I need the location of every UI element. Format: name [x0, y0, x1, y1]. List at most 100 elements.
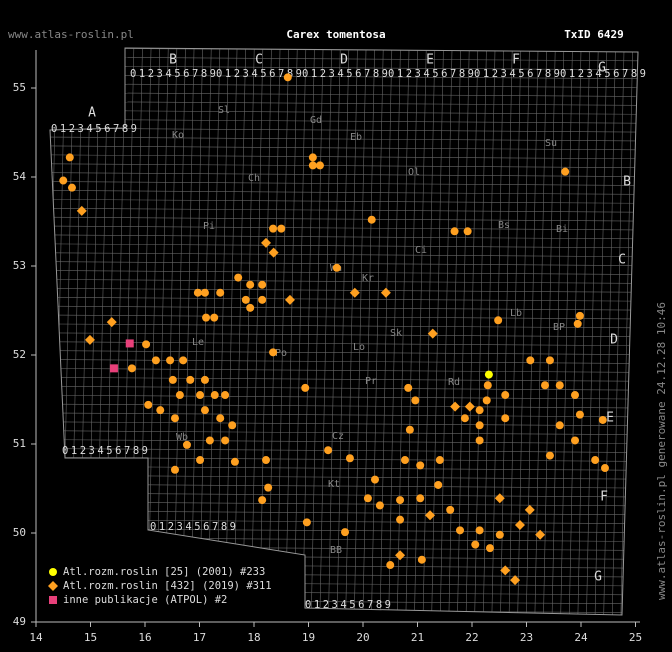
grid-cell-line: [164, 48, 178, 615]
grid-cell-line: [50, 145, 638, 151]
diamond-marker: [349, 287, 360, 298]
grid-cell-line: [534, 48, 548, 615]
grid-cell-line: [50, 359, 638, 364]
grid-cell-line: [500, 48, 513, 615]
grid-cell-line: [50, 252, 638, 258]
grid-cell-line: [345, 48, 358, 615]
grid-cell-line: [50, 439, 638, 444]
grid-cell-line: [50, 430, 638, 436]
site-label: www.atlas-roslin.pl: [8, 28, 134, 41]
grid-cell-line: [50, 199, 638, 204]
diamond-marker: [268, 247, 279, 258]
region-code: Gd: [310, 115, 322, 126]
grid-cell-line: [525, 48, 539, 615]
grid-cell-line: [276, 48, 290, 615]
circle-marker: [416, 494, 425, 503]
grid-cell-line: [50, 537, 638, 542]
circle-marker: [434, 480, 443, 489]
circle-marker: [375, 501, 384, 510]
grid-cell-line: [50, 74, 638, 79]
grid-cell-line: [50, 110, 638, 115]
grid-cell-line: [50, 296, 638, 302]
circle-marker: [575, 311, 584, 320]
region-code: Kr: [362, 273, 374, 284]
y-tick-label: 52: [13, 348, 26, 361]
grid-cell-line: [414, 48, 427, 615]
circle-marker: [460, 414, 469, 423]
diamond-marker: [84, 334, 95, 345]
taxon-id: TxID 6429: [564, 28, 624, 41]
grid-cell-line: [50, 332, 638, 338]
circle-marker: [555, 421, 564, 430]
circle-marker: [196, 456, 205, 465]
square-marker: [49, 596, 57, 604]
grid-cell-line: [50, 270, 638, 275]
region-code: BB: [330, 545, 342, 556]
grid-digits: 0123456789: [388, 68, 474, 80]
region-code: Kt: [328, 479, 340, 490]
grid-cell-line: [491, 48, 505, 615]
grid-cell-line: [233, 48, 247, 615]
grid-cell-line: [50, 243, 638, 249]
circle-marker: [205, 436, 214, 445]
grid-cell-line: [50, 421, 638, 427]
circle-marker: [405, 425, 414, 434]
circle-marker: [144, 400, 153, 409]
circle-marker: [65, 153, 74, 162]
square-marker: [125, 339, 134, 348]
diamond-marker: [260, 237, 271, 248]
grid-cell-line: [50, 216, 638, 222]
grid-cell-line: [50, 118, 638, 124]
circle-marker: [277, 224, 286, 233]
grid-cell-line: [199, 48, 212, 615]
grid-column-label: A: [88, 106, 96, 121]
circle-marker: [475, 406, 484, 415]
circle-marker: [416, 461, 425, 470]
square-marker: [109, 364, 118, 373]
x-tick-label: 16: [138, 631, 151, 644]
y-tick-label: 50: [13, 526, 26, 539]
circle-marker: [541, 381, 550, 390]
region-code: Lo: [353, 342, 365, 353]
grid-cell-line: [50, 163, 638, 168]
grid-cell-line: [207, 48, 221, 615]
region-code: Ch: [248, 173, 260, 184]
diamond-marker: [48, 581, 58, 591]
circle-marker: [475, 421, 484, 430]
y-tick-label: 49: [13, 615, 26, 628]
circle-marker: [435, 456, 444, 465]
grid-cell-line: [379, 48, 393, 615]
circle-marker: [545, 451, 554, 460]
grid-cell-line: [50, 225, 638, 231]
circle-marker: [156, 406, 165, 415]
region-code: Wb: [176, 432, 188, 443]
circle-marker: [221, 391, 230, 400]
circle-marker: [484, 370, 493, 379]
region-code: Sk: [390, 328, 402, 339]
circle-marker: [495, 530, 504, 539]
diamond-marker: [514, 519, 525, 530]
circle-marker: [363, 494, 372, 503]
circle-marker: [591, 456, 600, 465]
grid-row-label: G: [594, 570, 602, 585]
grid-cell-line: [448, 48, 462, 615]
grid-cell-line: [50, 92, 638, 97]
grid-cell-line: [50, 207, 638, 213]
diamond-marker: [425, 510, 436, 521]
legend-label: inne publikacje (ATPOL) #2: [63, 594, 227, 606]
region-code: Ci: [415, 245, 427, 256]
grid-cell-line: [50, 279, 638, 284]
circle-marker: [575, 410, 584, 419]
circle-marker: [216, 414, 225, 423]
grid-cell-line: [50, 385, 638, 391]
circle-marker: [308, 161, 317, 170]
grid-cell-line: [457, 48, 470, 615]
grid-cell-line: [50, 314, 638, 320]
y-tick-label: 51: [13, 437, 26, 450]
grid-cell-line: [50, 56, 638, 62]
circle-marker: [269, 224, 278, 233]
grid-cell-line: [156, 48, 169, 615]
grid-cell-line: [465, 48, 479, 615]
circle-marker: [341, 528, 350, 537]
grid-cell-line: [405, 48, 419, 615]
